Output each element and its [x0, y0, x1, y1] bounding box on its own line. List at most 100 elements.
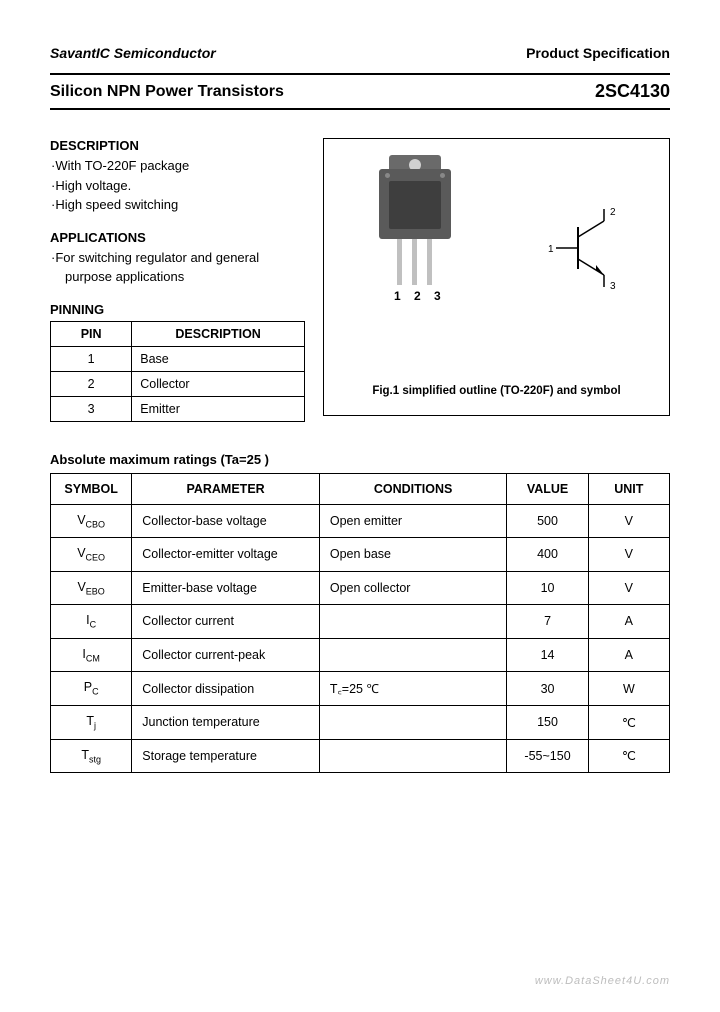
table-row: 2 Collector	[51, 371, 305, 396]
unit-cell: V	[588, 571, 669, 605]
package-body	[379, 169, 451, 239]
cond-cell	[319, 739, 507, 773]
unit-header: UNIT	[588, 473, 669, 504]
transistor-symbol: 1 2 3	[546, 207, 641, 297]
table-row: 3 Emitter	[51, 396, 305, 421]
param-cell: Collector current-peak	[132, 638, 320, 672]
pin-desc-cell: Collector	[132, 371, 305, 396]
pin-cell: 3	[51, 396, 132, 421]
package-leads	[397, 239, 432, 285]
symbol-cell: VEBO	[51, 571, 132, 605]
pin-header: PIN	[51, 321, 132, 346]
param-cell: Emitter-base voltage	[132, 571, 320, 605]
company-name: SavantIC Semiconductor	[50, 45, 216, 61]
svg-text:1: 1	[548, 244, 554, 255]
parameter-header: PARAMETER	[132, 473, 320, 504]
pin-desc-cell: Emitter	[132, 396, 305, 421]
table-row: VEBOEmitter-base voltageOpen collector10…	[51, 571, 670, 605]
table-row: ICCollector current 7A	[51, 605, 670, 639]
applications-heading: APPLICATIONS	[50, 230, 305, 245]
value-cell: 500	[507, 504, 588, 538]
package-rivet	[385, 173, 390, 178]
description-list: ·With TO-220F package ·High voltage. ·Hi…	[50, 157, 305, 214]
svg-text:3: 3	[610, 281, 616, 292]
param-cell: Junction temperature	[132, 706, 320, 740]
cond-cell	[319, 605, 507, 639]
ratings-heading: Absolute maximum ratings (Ta=25 )	[50, 452, 670, 467]
cond-cell: Open base	[319, 538, 507, 572]
pinning-heading: PINNING	[50, 302, 305, 317]
table-row: 1 Base	[51, 346, 305, 371]
lead	[427, 239, 432, 285]
cond-cell	[319, 638, 507, 672]
table-row: VCBOCollector-base voltageOpen emitter50…	[51, 504, 670, 538]
pin-cell: 2	[51, 371, 132, 396]
page-header: SavantIC Semiconductor Product Specifica…	[50, 45, 670, 61]
figure-box: 1 2 3 1 2 3 Fig.1 simplified outline (TO…	[323, 138, 670, 416]
table-row: TstgStorage temperature-55~150℃	[51, 739, 670, 773]
unit-cell: V	[588, 504, 669, 538]
symbol-cell: PC	[51, 672, 132, 706]
value-cell: 10	[507, 571, 588, 605]
svg-text:2: 2	[610, 207, 616, 218]
symbol-cell: Tstg	[51, 739, 132, 773]
applications-list: ·For switching regulator and general pur…	[50, 249, 305, 286]
part-number: 2SC4130	[595, 81, 670, 102]
cond-cell: T꜀=25 ℃	[319, 672, 507, 706]
value-cell: 7	[507, 605, 588, 639]
npn-symbol-icon: 1 2 3	[546, 207, 641, 297]
unit-cell: ℃	[588, 739, 669, 773]
package-drawing: 1 2 3	[379, 169, 451, 239]
value-header: VALUE	[507, 473, 588, 504]
symbol-header: SYMBOL	[51, 473, 132, 504]
description-heading: DESCRIPTION	[50, 138, 305, 153]
param-cell: Storage temperature	[132, 739, 320, 773]
pinning-table: PIN DESCRIPTION 1 Base 2 Collector 3 Emi…	[50, 321, 305, 422]
app-line: purpose applications	[51, 268, 305, 286]
value-cell: 30	[507, 672, 588, 706]
table-header-row: SYMBOL PARAMETER CONDITIONS VALUE UNIT	[51, 473, 670, 504]
symbol-cell: ICM	[51, 638, 132, 672]
lead	[412, 239, 417, 285]
table-row: VCEOCollector-emitter voltageOpen base40…	[51, 538, 670, 572]
figure-caption: Fig.1 simplified outline (TO-220F) and s…	[324, 385, 669, 397]
package-inner	[389, 181, 441, 229]
value-cell: 150	[507, 706, 588, 740]
value-cell: 400	[507, 538, 588, 572]
right-column: 1 2 3 1 2 3 Fig.1 simplified outline (TO…	[323, 138, 670, 422]
cond-cell: Open collector	[319, 571, 507, 605]
desc-header: DESCRIPTION	[132, 321, 305, 346]
pin-cell: 1	[51, 346, 132, 371]
left-column: DESCRIPTION ·With TO-220F package ·High …	[50, 138, 305, 422]
cond-cell: Open emitter	[319, 504, 507, 538]
cond-cell	[319, 706, 507, 740]
lead	[397, 239, 402, 285]
top-content: DESCRIPTION ·With TO-220F package ·High …	[50, 138, 670, 422]
symbol-cell: Tj	[51, 706, 132, 740]
param-cell: Collector-base voltage	[132, 504, 320, 538]
table-row: TjJunction temperature 150℃	[51, 706, 670, 740]
param-cell: Collector dissipation	[132, 672, 320, 706]
unit-cell: V	[588, 538, 669, 572]
conditions-header: CONDITIONS	[319, 473, 507, 504]
table-row: ICMCollector current-peak 14A	[51, 638, 670, 672]
unit-cell: A	[588, 605, 669, 639]
unit-cell: ℃	[588, 706, 669, 740]
unit-cell: A	[588, 638, 669, 672]
param-cell: Collector-emitter voltage	[132, 538, 320, 572]
value-cell: 14	[507, 638, 588, 672]
title-bar: Silicon NPN Power Transistors 2SC4130	[50, 73, 670, 110]
desc-item: ·High voltage.	[51, 177, 305, 195]
desc-item: ·High speed switching	[51, 196, 305, 214]
desc-item: ·With TO-220F package	[51, 157, 305, 175]
table-header-row: PIN DESCRIPTION	[51, 321, 305, 346]
symbol-cell: VCBO	[51, 504, 132, 538]
pin-desc-cell: Base	[132, 346, 305, 371]
app-line: ·For switching regulator and general	[51, 249, 305, 267]
watermark-text: www.DataSheet4U.com	[535, 975, 670, 987]
symbol-cell: IC	[51, 605, 132, 639]
lead-labels: 1 2 3	[394, 289, 446, 303]
param-cell: Collector current	[132, 605, 320, 639]
product-family: Silicon NPN Power Transistors	[50, 83, 284, 101]
table-row: PCCollector dissipationT꜀=25 ℃30W	[51, 672, 670, 706]
